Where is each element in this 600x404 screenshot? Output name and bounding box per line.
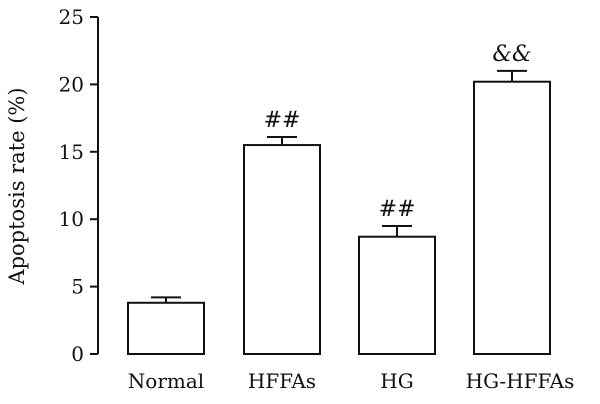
x-category-label: Normal — [128, 369, 204, 393]
bar — [473, 80, 551, 355]
significance-label: && — [492, 42, 531, 67]
y-tick-label: 25 — [59, 5, 84, 29]
x-category-label: HFFAs — [248, 369, 316, 393]
y-tick-label: 10 — [59, 207, 84, 231]
y-tick-label: 20 — [59, 72, 84, 96]
bar — [127, 301, 205, 355]
bar — [243, 144, 321, 355]
bar — [358, 235, 436, 355]
y-tick-label: 5 — [71, 275, 84, 299]
bars-group: ## ## && — [127, 42, 551, 355]
x-axis-labels: Normal HFFAs HG HG-HFFAs — [128, 369, 575, 393]
y-tick-label: 15 — [59, 140, 84, 164]
y-axis-label: Apoptosis rate (%) — [5, 87, 29, 285]
y-axis: 0 5 10 15 20 25 — [59, 5, 99, 366]
x-category-label: HG-HFFAs — [466, 369, 575, 393]
x-category-label: HG — [380, 369, 413, 393]
y-tick-label: 0 — [71, 342, 84, 366]
significance-label: ## — [264, 108, 301, 133]
significance-label: ## — [379, 197, 416, 222]
